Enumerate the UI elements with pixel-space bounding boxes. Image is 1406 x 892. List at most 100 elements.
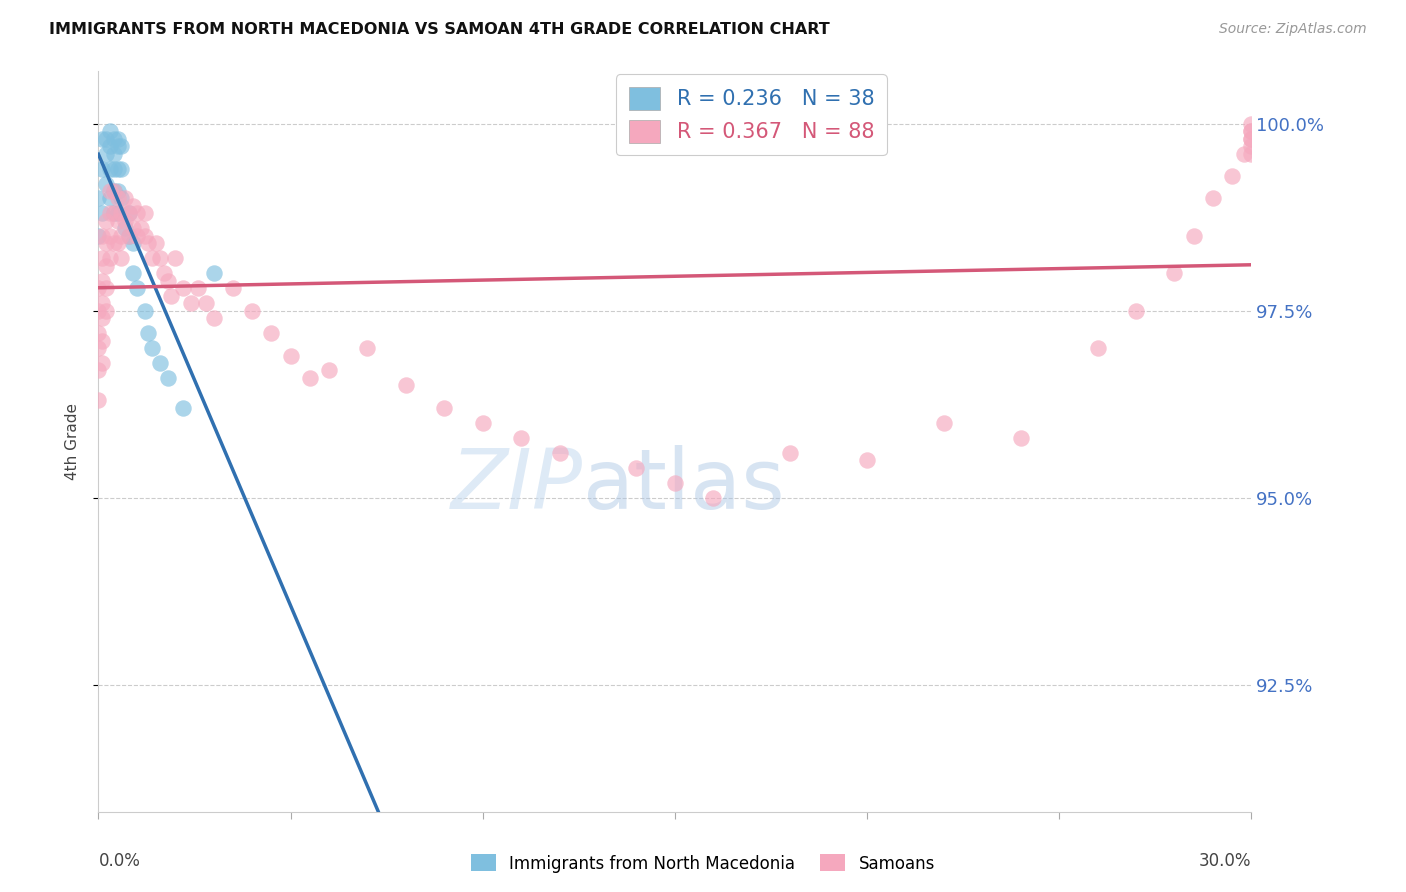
Point (134, 206, 156, 220)
Point (240, 303, 263, 318)
Point (118, 228, 141, 243)
Point (98, 252, 121, 266)
Point (156, 371, 179, 385)
Point (94, 236, 117, 251)
Point (932, 416, 955, 430)
Point (91, 274, 114, 288)
Point (222, 281, 245, 295)
Point (856, 453, 879, 467)
Point (1240, 131, 1263, 145)
Point (103, 236, 125, 251)
Point (91, 296, 114, 310)
Point (1240, 117, 1263, 131)
Point (1240, 124, 1263, 138)
Point (103, 184, 125, 198)
Point (1125, 303, 1147, 318)
Point (98, 228, 121, 243)
Point (779, 446, 801, 460)
Point (202, 311, 225, 326)
Point (202, 266, 225, 280)
Point (1220, 169, 1243, 183)
Point (91, 252, 114, 266)
Point (172, 281, 194, 295)
Point (91, 206, 114, 220)
Point (138, 236, 160, 251)
Point (122, 221, 145, 235)
Point (98, 139, 121, 153)
Point (98, 184, 121, 198)
Point (118, 206, 141, 220)
Point (87, 192, 110, 206)
Point (122, 199, 145, 213)
Point (118, 206, 141, 220)
Text: 0.0%: 0.0% (98, 853, 141, 871)
Point (103, 146, 125, 161)
Point (94, 303, 117, 318)
Point (91, 161, 114, 176)
Point (1240, 146, 1263, 161)
Point (110, 252, 132, 266)
Point (160, 289, 183, 303)
Point (110, 161, 132, 176)
Point (98, 192, 121, 206)
Point (114, 192, 136, 206)
Point (103, 184, 125, 198)
Point (103, 206, 125, 220)
Point (87, 341, 110, 355)
Point (98, 124, 121, 138)
Point (91, 131, 114, 145)
Point (165, 252, 187, 266)
Point (180, 296, 202, 310)
Point (94, 177, 117, 191)
Text: atlas: atlas (582, 445, 785, 526)
Point (122, 236, 145, 251)
Point (122, 266, 145, 280)
Point (125, 281, 148, 295)
Point (1182, 228, 1205, 243)
Point (107, 206, 129, 220)
Point (156, 274, 179, 288)
Point (107, 139, 129, 153)
Point (87, 228, 110, 243)
Point (94, 281, 117, 295)
Point (298, 371, 321, 385)
Point (94, 146, 117, 161)
Text: IMMIGRANTS FROM NORTH MACEDONIA VS SAMOAN 4TH GRADE CORRELATION CHART: IMMIGRANTS FROM NORTH MACEDONIA VS SAMOA… (49, 22, 830, 37)
Point (87, 303, 110, 318)
Point (626, 460, 648, 475)
Point (110, 228, 132, 243)
Legend: R = 0.236   N = 38, R = 0.367   N = 88: R = 0.236 N = 38, R = 0.367 N = 88 (616, 74, 887, 155)
Point (87, 393, 110, 408)
Point (356, 341, 378, 355)
Point (87, 363, 110, 377)
Point (94, 259, 117, 273)
Point (114, 221, 136, 235)
Point (134, 303, 156, 318)
Point (318, 363, 340, 377)
Point (114, 214, 136, 228)
Point (664, 475, 686, 490)
Point (103, 161, 125, 176)
Point (118, 228, 141, 243)
Point (138, 326, 160, 340)
Point (103, 206, 125, 220)
Point (141, 341, 163, 355)
Point (152, 266, 174, 280)
Point (1240, 139, 1263, 153)
Point (107, 192, 129, 206)
Point (187, 281, 209, 295)
Point (107, 236, 129, 251)
Point (98, 161, 121, 176)
Point (125, 228, 148, 243)
Point (260, 326, 283, 340)
Point (433, 401, 456, 415)
Point (510, 431, 533, 445)
Point (107, 161, 129, 176)
Point (471, 416, 494, 430)
Legend: Immigrants from North Macedonia, Samoans: Immigrants from North Macedonia, Samoans (464, 847, 942, 880)
Point (107, 184, 129, 198)
Point (548, 446, 571, 460)
Point (107, 131, 129, 145)
Point (149, 252, 172, 266)
Point (91, 311, 114, 326)
